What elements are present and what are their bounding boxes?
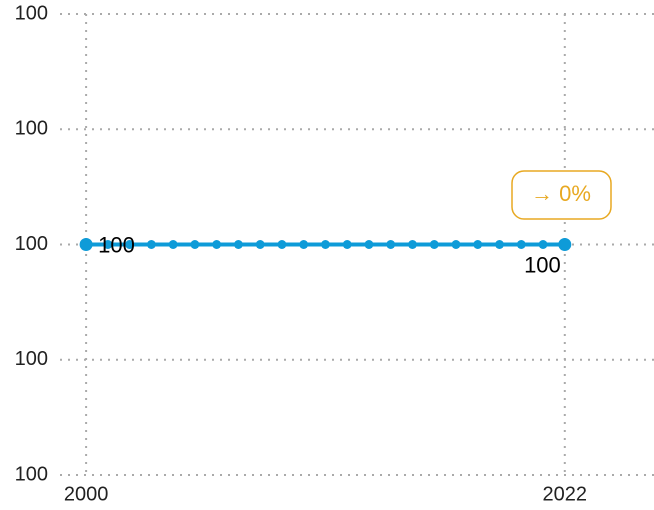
point: [255, 240, 265, 249]
point: [103, 240, 113, 249]
y-tick-label: 100: [15, 2, 48, 24]
point: [364, 240, 374, 249]
data-label: 100: [524, 252, 561, 277]
point: [233, 240, 243, 249]
point: [125, 240, 135, 249]
point: [277, 240, 287, 249]
point: [538, 240, 548, 249]
point: [386, 240, 396, 249]
point: [429, 240, 439, 249]
point: [168, 240, 178, 249]
point: [146, 240, 156, 249]
y-tick-label: 100: [15, 463, 48, 485]
point: [516, 240, 526, 249]
y-tick-label: 100: [15, 348, 48, 370]
y-tick-label: 100: [15, 118, 48, 140]
point: [212, 240, 222, 249]
annotation-box: [511, 170, 612, 220]
point: [495, 240, 505, 249]
point: [299, 240, 309, 249]
point: [190, 240, 200, 249]
data-label: 100: [98, 232, 135, 257]
point: [473, 240, 483, 249]
point: [407, 240, 417, 249]
x-tick-label: 2000: [64, 483, 109, 505]
point: [79, 238, 93, 251]
point: [558, 238, 572, 251]
annotation: → 0%: [531, 181, 591, 206]
point: [320, 240, 330, 249]
x-tick-label: 2022: [543, 483, 588, 505]
point: [342, 240, 352, 249]
y-tick-label: 100: [15, 233, 48, 255]
point: [451, 240, 461, 249]
